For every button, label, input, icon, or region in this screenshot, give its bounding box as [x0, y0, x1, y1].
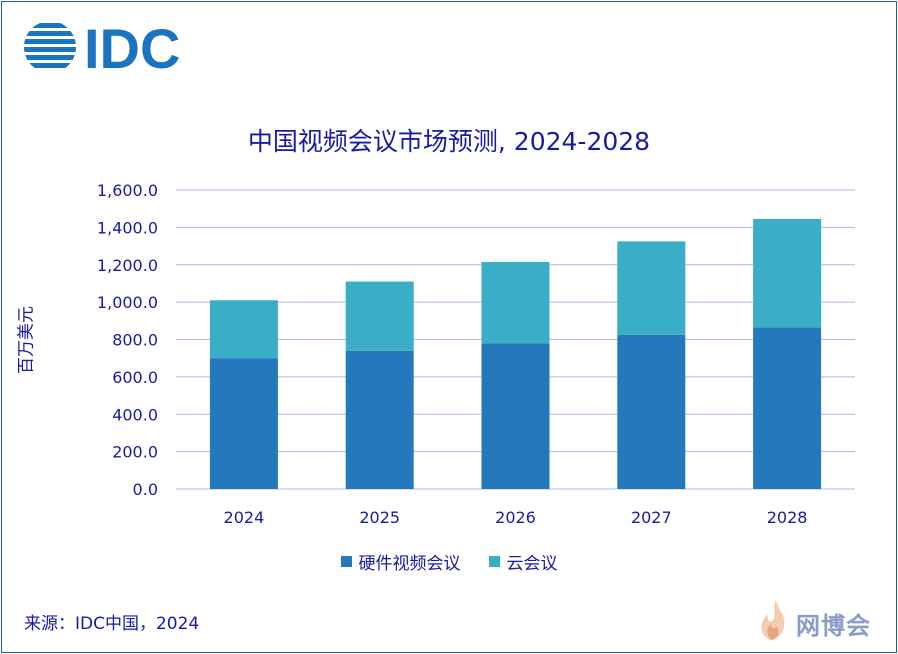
watermark-logo-icon [761, 600, 785, 640]
x-tick-label: 2027 [631, 508, 672, 527]
legend-swatch-hardware [340, 556, 352, 567]
x-tick-label: 2028 [767, 508, 808, 527]
legend-label-cloud: 云会议 [506, 554, 558, 574]
bar-hardware [481, 343, 550, 489]
bar-hardware [753, 327, 822, 489]
idc-logo: IDC [24, 18, 180, 76]
x-tick-label: 2026 [495, 508, 536, 527]
bar-cloud [617, 241, 686, 335]
x-tick-label: 2024 [224, 508, 265, 527]
legend-item-cloud: 云会议 [488, 549, 558, 574]
idc-logo-text: IDC [84, 18, 180, 76]
y-tick-label: 800.0 [112, 331, 158, 350]
watermark-text: 网博会 [796, 612, 871, 640]
bar-hardware [209, 358, 278, 489]
source-note: 来源：IDC中国，2024 [24, 614, 200, 634]
bar-cloud [209, 300, 278, 359]
legend: 硬件视频会议 云会议 [0, 549, 898, 574]
y-tick-label: 600.0 [112, 368, 158, 387]
legend-item-hardware: 硬件视频会议 [340, 549, 461, 574]
bar-cloud [753, 218, 822, 328]
chart-title: 中国视频会议市场预测, 2024-2028 [247, 127, 651, 156]
x-tick-label: 2025 [359, 508, 400, 527]
y-tick-label: 1,200.0 [97, 256, 158, 275]
bar-hardware [345, 350, 414, 489]
legend-swatch-cloud [488, 556, 500, 567]
y-tick-label: 1,600.0 [97, 181, 158, 200]
bar-cloud [481, 261, 550, 344]
y-tick-label: 1,000.0 [97, 293, 158, 312]
y-tick-label: 0.0 [133, 480, 158, 499]
legend-label-hardware: 硬件视频会议 [358, 554, 461, 574]
y-tick-label: 200.0 [112, 443, 158, 462]
bar-cloud [345, 281, 414, 351]
y-tick-label: 400.0 [112, 405, 158, 424]
y-tick-label: 1,400.0 [97, 218, 158, 237]
bar-hardware [617, 334, 686, 489]
